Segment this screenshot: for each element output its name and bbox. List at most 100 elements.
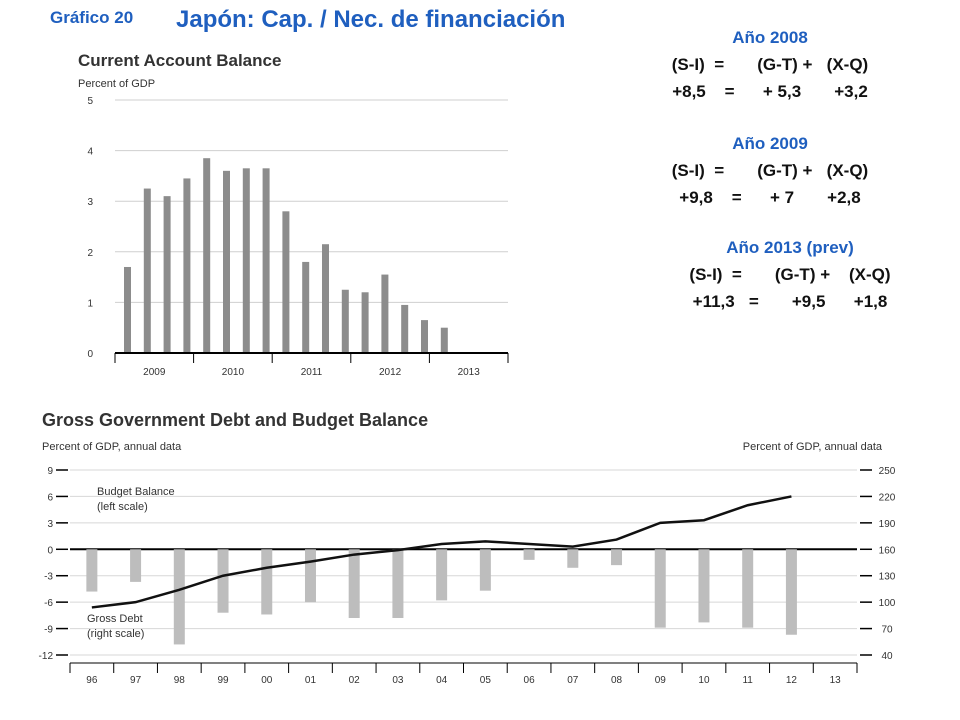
left-tick-label: 6 [47, 492, 53, 503]
x-tick-label: 08 [611, 675, 623, 686]
equation-values: +11,3 = +9,5 +1,8 [692, 292, 888, 311]
gross-debt-annotation: Gross Debt [87, 613, 143, 625]
right-tick-label: 190 [879, 519, 896, 530]
right-tick-label: 160 [879, 545, 896, 556]
left-tick-label: 0 [47, 545, 53, 556]
equation-block-2008: Año 2008 (S-I) = (G-T) + (X-Q) +8,5 = + … [630, 24, 910, 105]
x-tick-label: 03 [392, 675, 404, 686]
debt-budget-chart: Gross Government Debt and Budget Balance… [39, 410, 896, 686]
bar [217, 549, 229, 613]
bar [479, 549, 491, 591]
right-tick-label: 70 [881, 625, 893, 636]
bar [322, 244, 329, 353]
bar [242, 168, 250, 353]
left-axis-label: Percent of GDP, annual data [42, 441, 182, 453]
bar [86, 549, 98, 592]
bar [436, 549, 448, 601]
bar [173, 549, 185, 645]
bar [261, 549, 273, 615]
bar [361, 292, 369, 353]
bar [302, 261, 310, 353]
x-tick-label: 96 [86, 675, 98, 686]
bar [143, 188, 151, 353]
x-tick-label: 99 [217, 675, 229, 686]
x-tick-label: 12 [786, 675, 798, 686]
chart-title: Current Account Balance [78, 51, 281, 70]
x-tick-label: 2010 [222, 367, 245, 378]
y-tick-label: 3 [87, 197, 93, 208]
equation-formula: (S-I) = (G-T) + (X-Q) [671, 55, 869, 74]
x-tick-label: 10 [698, 675, 710, 686]
bar [262, 168, 270, 353]
y-tick-label: 1 [87, 298, 93, 309]
bar [130, 549, 142, 582]
y-tick-label: 2 [87, 248, 93, 259]
x-tick-label: 2012 [379, 367, 402, 378]
right-axis-label: Percent of GDP, annual data [743, 441, 883, 453]
x-tick-label: 09 [655, 675, 667, 686]
bar [203, 158, 211, 353]
right-tick-label: 250 [879, 466, 896, 477]
equation-year: Año 2009 [732, 134, 808, 153]
current-account-chart: Current Account Balance Percent of GDP 0… [78, 51, 509, 378]
x-tick-label: 07 [567, 675, 579, 686]
equation-values: +8,5 = + 5,3 +3,2 [672, 82, 868, 101]
bar [523, 549, 535, 560]
y-tick-label: 0 [87, 349, 93, 360]
x-tick-label: 2011 [301, 367, 323, 378]
budget-balance-annotation: Budget Balance [97, 486, 175, 498]
x-tick-label: 13 [830, 675, 842, 686]
bar [163, 196, 171, 353]
bar [440, 327, 448, 353]
bar [611, 549, 623, 566]
y-tick-label: 4 [87, 147, 93, 158]
x-tick-label: 06 [524, 675, 536, 686]
right-tick-label: 130 [879, 572, 896, 583]
x-tick-label: 98 [174, 675, 186, 686]
bar [392, 549, 404, 618]
gross-debt-annotation: (right scale) [87, 628, 144, 640]
bar [567, 549, 579, 568]
x-tick-label: 04 [436, 675, 448, 686]
x-tick-label: 11 [742, 675, 753, 686]
bar [341, 289, 349, 353]
x-tick-label: 2013 [458, 367, 481, 378]
right-tick-label: 100 [879, 598, 896, 609]
bar [742, 549, 754, 628]
right-tick-label: 40 [881, 651, 893, 662]
bar [282, 211, 290, 353]
equation-year: Año 2013 (prev) [726, 238, 854, 257]
left-tick-label: -12 [39, 651, 54, 662]
bar [348, 549, 360, 618]
bar [304, 549, 316, 603]
x-tick-label: 00 [261, 675, 273, 686]
bar [421, 320, 428, 353]
bar [183, 178, 191, 353]
chart-number-label: Gráfico 20 [50, 8, 134, 27]
bar [401, 304, 409, 353]
equation-values: +9,8 = + 7 +2,8 [679, 188, 861, 207]
left-tick-label: -6 [44, 598, 53, 609]
x-tick-label: 05 [480, 675, 492, 686]
equation-year: Año 2008 [732, 28, 808, 47]
right-tick-label: 220 [879, 492, 896, 503]
bar [223, 170, 230, 353]
x-tick-label: 97 [130, 675, 142, 686]
bar [698, 549, 710, 623]
chart-title: Gross Government Debt and Budget Balance [42, 410, 428, 430]
equation-block-2009: Año 2009 (S-I) = (G-T) + (X-Q) +9,8 = + … [630, 130, 910, 211]
left-tick-label: -9 [44, 625, 53, 636]
y-tick-label: 5 [87, 96, 93, 107]
equation-formula: (S-I) = (G-T) + (X-Q) [689, 265, 891, 284]
bar [381, 274, 389, 353]
bar [124, 266, 131, 353]
bar [654, 549, 666, 628]
equation-formula: (S-I) = (G-T) + (X-Q) [671, 161, 869, 180]
left-tick-label: -3 [44, 572, 53, 583]
x-tick-label: 01 [305, 675, 317, 686]
page-title: Japón: Cap. / Nec. de financiación [176, 6, 566, 33]
left-tick-label: 3 [47, 519, 53, 530]
left-tick-label: 9 [47, 466, 53, 477]
x-tick-label: 2009 [143, 367, 166, 378]
budget-balance-annotation: (left scale) [97, 501, 148, 513]
